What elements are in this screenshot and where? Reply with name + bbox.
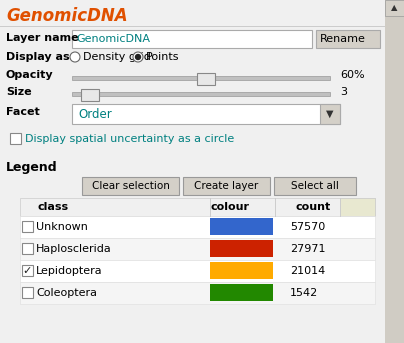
Text: Coleoptera: Coleoptera [36,288,97,298]
Text: ▲: ▲ [391,3,398,12]
Bar [316,30,380,48]
Text: 57570: 57570 [290,222,325,232]
Text: Display as: Display as [6,52,69,62]
Bar [72,30,312,48]
Text: 21014: 21014 [290,266,325,276]
Bar [210,262,273,279]
Text: GenomicDNA: GenomicDNA [6,7,128,25]
Bar [72,104,340,124]
Bar [320,104,340,124]
Text: Opacity: Opacity [6,70,54,80]
Bar [20,198,375,216]
Text: Create layer: Create layer [194,181,259,191]
Circle shape [135,55,141,59]
Text: Clear selection: Clear selection [92,181,169,191]
Bar [210,218,273,235]
Bar [385,0,404,16]
Bar [20,282,375,304]
Bar [385,0,404,343]
Text: colour: colour [210,202,250,212]
Text: Density grid: Density grid [83,52,151,62]
Text: ✓: ✓ [23,266,32,276]
Bar [183,177,270,195]
Text: 3: 3 [340,87,347,97]
Circle shape [133,52,143,62]
Bar [20,238,375,260]
Text: GenomicDNA: GenomicDNA [76,34,150,44]
Bar [20,216,375,238]
Text: Facet: Facet [6,107,40,117]
Bar [274,177,356,195]
Bar [22,221,33,232]
Bar [22,287,33,298]
Bar [10,133,21,144]
Text: Points: Points [146,52,179,62]
Bar [197,73,215,85]
Text: ▼: ▼ [326,109,334,119]
Text: 27971: 27971 [290,244,326,254]
Text: 1542: 1542 [290,288,318,298]
Bar [340,198,375,216]
Text: Rename: Rename [320,34,366,44]
Circle shape [70,52,80,62]
Bar [210,284,273,301]
Text: 60%: 60% [340,70,365,80]
Text: Lepidoptera: Lepidoptera [36,266,103,276]
Text: Layer name: Layer name [6,33,79,43]
Bar [210,240,273,257]
Bar [81,89,99,101]
Text: Legend: Legend [6,162,58,175]
Text: Order: Order [78,107,112,120]
Bar [82,177,179,195]
Text: count: count [295,202,330,212]
Text: Haplosclerida: Haplosclerida [36,244,112,254]
Bar [72,92,330,96]
Bar [22,265,33,276]
Bar [72,76,330,80]
Text: class: class [38,202,69,212]
Text: Size: Size [6,87,32,97]
Text: Select all: Select all [291,181,339,191]
Bar [0,26,385,27]
Text: Unknown: Unknown [36,222,88,232]
Bar [20,260,375,282]
Bar [22,243,33,254]
Text: Display spatial uncertainty as a circle: Display spatial uncertainty as a circle [25,133,234,143]
